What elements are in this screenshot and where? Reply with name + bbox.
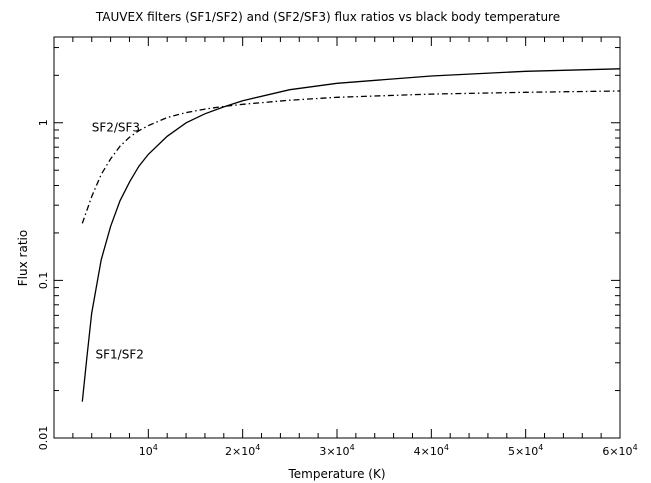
- x-tick-label-mantissa: 4×10: [414, 445, 444, 458]
- x-tick-label: 104: [139, 443, 158, 458]
- x-tick-label-mantissa: 6×10: [602, 445, 632, 458]
- x-tick-label-mantissa: 2×10: [225, 445, 255, 458]
- series-line-sf2-sf3: [81, 90, 621, 224]
- x-tick-label-exponent: 4: [444, 443, 449, 452]
- x-tick-label-mantissa: 3×10: [319, 445, 349, 458]
- y-tick-label: 0.01: [37, 426, 50, 451]
- x-tick-label-exponent: 4: [255, 443, 260, 452]
- x-tick-label-exponent: 4: [633, 443, 638, 452]
- x-tick-label-exponent: 4: [350, 443, 355, 452]
- curve-label-sf2-sf3: SF2/SF3: [92, 121, 140, 135]
- curve-label-sf1-sf2: SF1/SF2: [96, 347, 144, 361]
- series-line-sf1-sf2: [81, 68, 621, 402]
- x-tick-label: 3×104: [319, 443, 354, 458]
- y-tick-label: 1: [37, 119, 50, 126]
- x-tick-label-mantissa: 5×10: [508, 445, 538, 458]
- x-tick-label-mantissa: 10: [139, 445, 153, 458]
- x-tick-label: 6×104: [602, 443, 637, 458]
- y-axis-label: Flux ratio: [16, 230, 30, 286]
- x-tick-label: 5×104: [508, 443, 543, 458]
- x-tick-label: 4×104: [414, 443, 449, 458]
- chart-title: TAUVEX filters (SF1/SF2) and (SF2/SF3) f…: [95, 10, 560, 24]
- x-axis-label: Temperature (K): [287, 467, 385, 481]
- x-tick-label: 2×104: [225, 443, 260, 458]
- x-tick-label-exponent: 4: [153, 443, 158, 452]
- y-tick-label: 0.1: [37, 272, 50, 290]
- x-tick-label-exponent: 4: [538, 443, 543, 452]
